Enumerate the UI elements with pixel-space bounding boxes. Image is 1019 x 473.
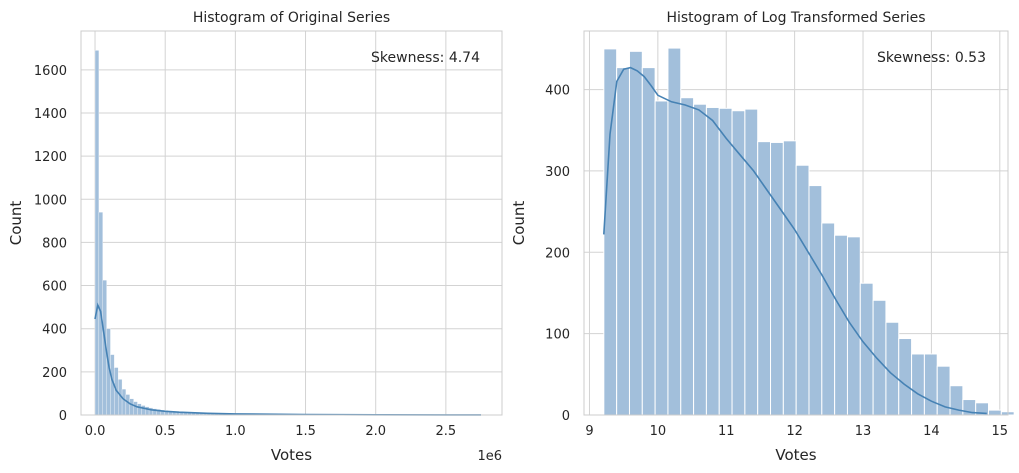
x-tick-label: 0.0 xyxy=(85,424,106,439)
histogram-bar xyxy=(628,50,643,416)
y-tick-label: 100 xyxy=(545,328,570,343)
histogram-bars xyxy=(94,50,482,416)
x-axis-offset-label: 1e6 xyxy=(477,449,502,464)
histogram-bar xyxy=(133,401,138,416)
x-tick-label: 0.5 xyxy=(155,424,176,439)
kde-line xyxy=(94,302,481,416)
histogram-bar xyxy=(654,100,669,416)
chart-title: Histogram of Log Transformed Series xyxy=(666,10,925,26)
y-tick-label: 1400 xyxy=(34,107,67,122)
x-tick-labels: 0.0 0.5 1.0 1.5 2.0 2.5 xyxy=(85,424,457,439)
histogram-bar xyxy=(859,282,874,416)
x-tick-label: 11 xyxy=(718,424,735,439)
axes-frame xyxy=(80,30,503,416)
y-tick-label: 400 xyxy=(545,84,570,99)
histogram-bar xyxy=(141,405,146,416)
y-tick-label: 800 xyxy=(42,236,67,251)
histogram-bar xyxy=(137,403,142,416)
histogram-bar xyxy=(770,141,784,416)
histogram-bar xyxy=(834,234,848,416)
skewness-annotation: Skewness: 4.74 xyxy=(371,50,480,66)
y-axis-label: Count xyxy=(510,201,528,246)
histogram-original-panel: 0.0 0.5 1.0 1.5 2.0 2.5 0 200 400 600 800 1000 1200… xyxy=(7,10,503,464)
histogram-bar xyxy=(885,321,900,416)
y-tick-label: 1200 xyxy=(34,150,67,165)
x-tick-label: 14 xyxy=(923,424,940,439)
histogram-bar xyxy=(680,97,695,416)
axes-frame xyxy=(583,30,1009,416)
chart-title: Histogram of Original Series xyxy=(193,10,390,26)
x-tick-label: 15 xyxy=(992,424,1009,439)
x-tick-labels: 9 10 11 12 13 14 15 xyxy=(585,424,1008,439)
histogram-bar xyxy=(872,299,887,416)
x-tick-label: 12 xyxy=(786,424,803,439)
histogram-log-panel: 9 10 11 12 13 14 15 0 100 200 300 400 Histogram of… xyxy=(510,10,1015,464)
y-tick-label: 600 xyxy=(42,280,67,295)
x-tick-label: 2.0 xyxy=(365,424,386,439)
histogram-bars xyxy=(603,47,1015,416)
y-axis-label: Count xyxy=(7,201,25,246)
grid-lines xyxy=(81,31,502,416)
histogram-bar xyxy=(641,67,656,416)
y-tick-labels: 0 100 200 300 400 xyxy=(545,84,570,424)
x-tick-label: 9 xyxy=(585,424,593,439)
y-tick-label: 400 xyxy=(42,323,67,338)
histogram-bar xyxy=(94,50,100,416)
histogram-bar xyxy=(693,103,707,416)
y-tick-label: 300 xyxy=(545,165,570,180)
y-tick-label: 1600 xyxy=(34,64,67,79)
y-tick-labels: 0 200 400 600 800 1000 1200 1400 1600 xyxy=(34,64,67,424)
y-tick-label: 0 xyxy=(562,409,570,424)
x-tick-label: 1.0 xyxy=(225,424,246,439)
histogram-bar xyxy=(846,236,861,416)
x-tick-label: 2.5 xyxy=(436,424,457,439)
histogram-bar xyxy=(782,140,797,416)
x-axis-label: Votes xyxy=(775,446,816,464)
histogram-bar xyxy=(808,185,823,416)
y-tick-label: 200 xyxy=(42,366,67,381)
histogram-bar xyxy=(898,338,913,416)
x-axis-label: Votes xyxy=(271,446,312,464)
histogram-bar xyxy=(603,48,618,416)
x-tick-label: 13 xyxy=(855,424,872,439)
histogram-bar xyxy=(731,110,746,416)
histogram-bar xyxy=(705,106,720,416)
histogram-bar xyxy=(988,409,1002,416)
histogram-bar xyxy=(121,388,127,416)
y-tick-label: 0 xyxy=(59,409,67,424)
y-tick-label: 200 xyxy=(545,246,570,261)
histogram-bar xyxy=(744,108,759,416)
kde-line xyxy=(603,66,987,415)
histogram-bar xyxy=(911,353,925,416)
skewness-annotation: Skewness: 0.53 xyxy=(877,50,986,66)
histogram-bar xyxy=(795,164,810,416)
x-tick-label: 1.5 xyxy=(295,424,316,439)
histogram-bar xyxy=(125,394,130,416)
x-tick-label: 10 xyxy=(650,424,667,439)
histogram-bar xyxy=(923,353,938,416)
histogram-bar xyxy=(718,107,733,416)
y-tick-label: 1000 xyxy=(34,193,67,208)
histogram-bar xyxy=(616,67,630,416)
histogram-bar xyxy=(821,222,836,416)
histogram-bar xyxy=(129,398,134,416)
histogram-bar xyxy=(757,141,772,416)
